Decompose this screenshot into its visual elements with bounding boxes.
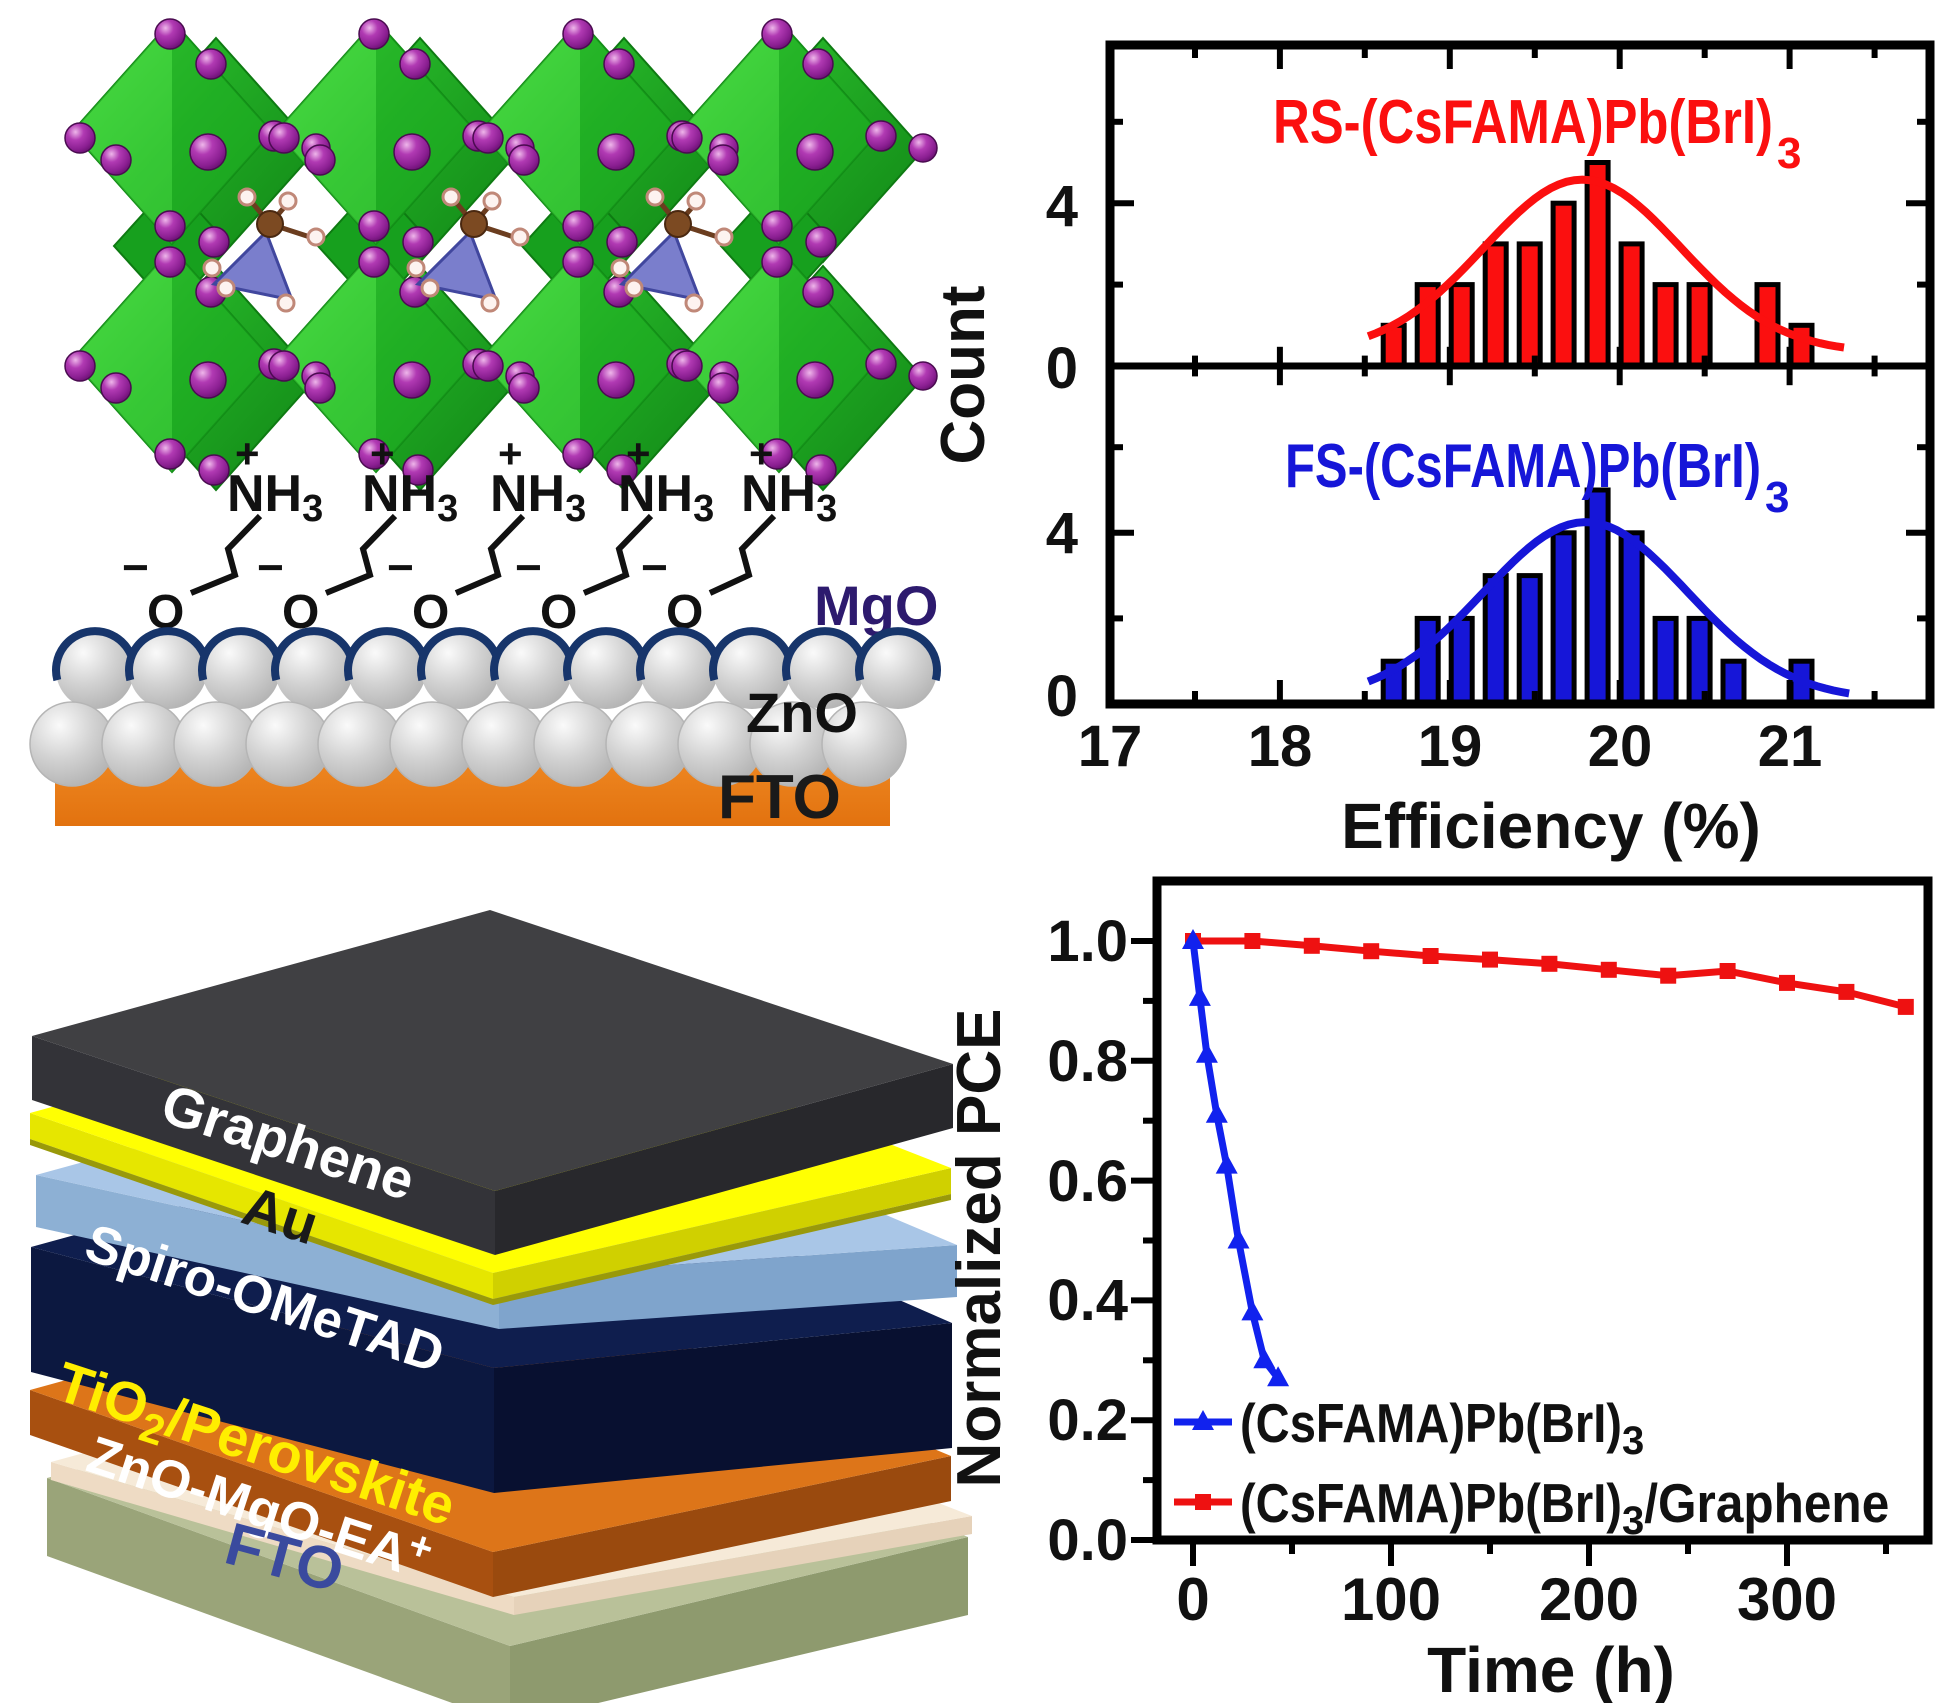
svg-text:18: 18 xyxy=(1248,714,1313,779)
svg-text:3: 3 xyxy=(1777,129,1801,178)
svg-text:+: + xyxy=(498,430,523,477)
svg-text:+: + xyxy=(626,430,651,477)
svg-text:0.8: 0.8 xyxy=(1047,1029,1128,1094)
svg-text:Time (h): Time (h) xyxy=(1427,1634,1675,1703)
svg-text:Count: Count xyxy=(929,285,998,464)
svg-text:FTO: FTO xyxy=(718,763,841,832)
svg-text:17: 17 xyxy=(1078,714,1143,779)
svg-text:0: 0 xyxy=(1176,1566,1209,1633)
svg-text:−: − xyxy=(515,541,542,593)
svg-text:+: + xyxy=(370,430,395,477)
svg-text:21: 21 xyxy=(1758,714,1823,779)
svg-text:O: O xyxy=(412,586,449,639)
svg-text:−: − xyxy=(387,541,414,593)
svg-text:NH3: NH3 xyxy=(227,465,323,530)
svg-text:+: + xyxy=(749,430,774,477)
svg-text:4: 4 xyxy=(1046,501,1078,566)
svg-text:0: 0 xyxy=(1046,336,1078,401)
svg-text:0.2: 0.2 xyxy=(1047,1388,1128,1453)
svg-text:MgO: MgO xyxy=(814,574,938,637)
svg-text:−: − xyxy=(257,541,284,593)
svg-text:(CsFAMA)Pb(BrI)3: (CsFAMA)Pb(BrI)3 xyxy=(1240,1392,1644,1463)
svg-text:−: − xyxy=(641,541,668,593)
svg-text:−: − xyxy=(122,541,149,593)
svg-text:Efficiency (%): Efficiency (%) xyxy=(1341,790,1761,862)
svg-text:3: 3 xyxy=(1765,473,1789,522)
svg-text:0: 0 xyxy=(1046,664,1078,729)
svg-text:+: + xyxy=(235,430,260,477)
svg-text:ZnO: ZnO xyxy=(746,681,858,744)
svg-text:Normalized PCE: Normalized PCE xyxy=(945,1009,1014,1488)
svg-text:RS-(CsFAMA)Pb(BrI): RS-(CsFAMA)Pb(BrI) xyxy=(1273,88,1773,157)
svg-text:0.6: 0.6 xyxy=(1047,1149,1128,1214)
svg-text:FS-(CsFAMA)Pb(BrI): FS-(CsFAMA)Pb(BrI) xyxy=(1285,432,1761,501)
svg-text:20: 20 xyxy=(1588,714,1653,779)
svg-text:200: 200 xyxy=(1539,1566,1639,1633)
svg-text:19: 19 xyxy=(1418,714,1483,779)
svg-text:0.0: 0.0 xyxy=(1047,1508,1128,1573)
svg-text:0.4: 0.4 xyxy=(1047,1268,1128,1333)
svg-text:1.0: 1.0 xyxy=(1047,909,1128,974)
svg-text:300: 300 xyxy=(1737,1566,1837,1633)
svg-text:100: 100 xyxy=(1341,1566,1441,1633)
svg-text:(CsFAMA)Pb(BrI)3/Graphene: (CsFAMA)Pb(BrI)3/Graphene xyxy=(1240,1472,1889,1543)
svg-text:4: 4 xyxy=(1046,174,1078,239)
